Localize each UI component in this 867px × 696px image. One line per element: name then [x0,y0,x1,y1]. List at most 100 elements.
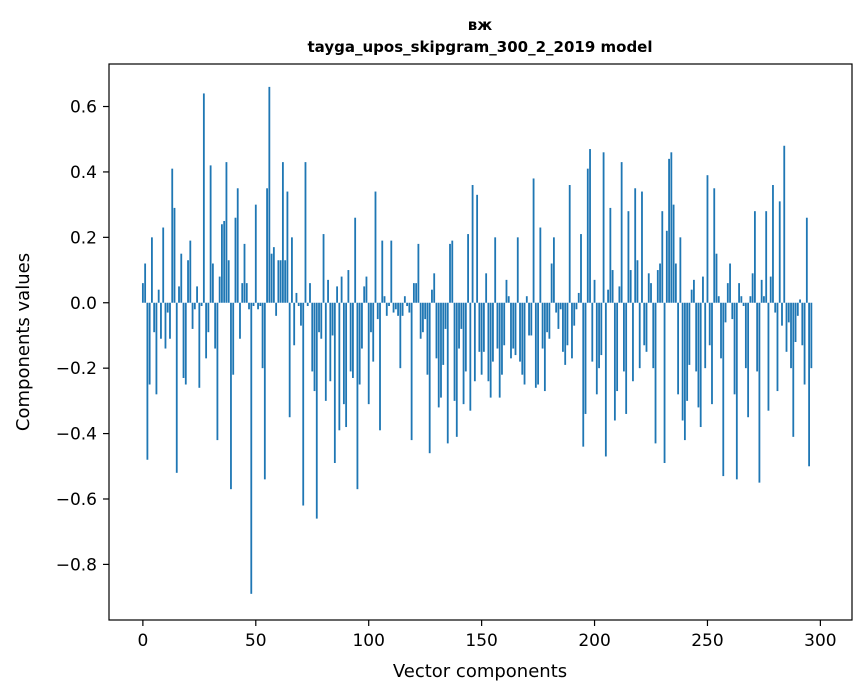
x-tick-label-300: 300 [804,631,836,651]
bar-component-86 [336,286,338,303]
bar-component-244 [693,279,695,303]
bar-component-152 [485,273,488,303]
bar-component-254 [715,253,718,303]
bar-component-292 [801,302,804,346]
bar-component-181 [550,263,553,303]
bar-component-21 [189,240,192,303]
bar-component-200 [593,279,596,303]
bar-component-118 [408,302,411,313]
y-tick-label-6: 0.4 [70,163,97,183]
bar-component-251 [708,302,711,346]
bar-component-274 [760,279,763,303]
bar-component-147 [473,302,476,382]
bar-component-64 [286,191,289,303]
bar-component-238 [679,237,682,303]
bar-component-232 [665,230,668,303]
bar-component-15 [175,302,178,473]
bar-component-188 [566,302,569,346]
bar-component-55 [266,188,268,303]
bar-component-197 [586,168,589,303]
bar-component-170 [525,296,528,303]
bar-component-247 [699,302,702,428]
bars-group [141,86,813,594]
bar-component-264 [738,283,740,303]
bar-component-239 [681,302,684,421]
bar-component-19 [184,302,187,385]
bar-component-59 [275,302,278,316]
bar-component-231 [663,302,666,464]
bar-component-186 [562,302,564,352]
bar-component-262 [733,302,736,395]
bar-component-257 [722,302,725,477]
bar-component-210 [616,302,619,392]
bar-component-56 [268,86,271,303]
bar-component-69 [297,302,300,307]
bar-component-159 [501,302,503,375]
bar-component-102 [372,302,375,362]
bar-component-1 [144,263,147,303]
bar-component-288 [792,302,795,437]
bar-component-248 [702,276,704,303]
bar-component-128 [431,289,433,303]
bar-component-108 [385,302,388,316]
bar-component-161 [505,279,508,303]
bar-component-177 [541,302,544,349]
bar-component-172 [530,302,533,336]
bar-component-209 [613,302,616,421]
bar-component-61 [279,260,282,303]
bar-component-12 [169,302,171,339]
bar-component-7 [157,289,160,303]
bar-component-114 [399,302,402,369]
bar-component-245 [695,302,698,372]
bar-component-149 [478,302,481,352]
bar-component-11 [166,302,169,313]
bar-component-70 [300,302,302,326]
bar-component-225 [650,283,652,303]
bar-component-25 [198,302,201,388]
bar-component-31 [211,263,214,303]
bar-component-130 [435,302,438,359]
bar-component-103 [374,191,377,303]
y-tick-label-7: 0.6 [70,98,97,118]
bar-component-84 [331,302,334,336]
bar-component-163 [510,302,512,359]
bar-component-39 [230,302,232,490]
bar-component-258 [724,302,727,323]
bar-component-93 [352,302,354,378]
bar-component-53 [261,302,264,369]
bar-component-218 [634,188,637,303]
y-axis-ticks: −0.8 −0.6 −0.4 −0.2 0.0 0.2 0.4 0.6 [56,98,109,575]
x-tick-label-50: 50 [245,631,267,651]
bar-component-142 [462,302,465,405]
bar-component-110 [390,240,393,303]
bar-component-185 [559,302,562,310]
bar-component-229 [659,263,661,303]
bar-component-213 [623,302,625,372]
bar-component-85 [333,302,336,464]
bar-component-83 [329,302,332,382]
bar-component-124 [422,302,424,333]
bar-component-121 [415,283,418,303]
bar-component-275 [763,296,765,303]
bar-component-116 [403,296,406,303]
y-axis-label: Components values [13,253,34,431]
bar-component-191 [573,302,576,326]
x-tick-label-250: 250 [691,631,723,651]
bar-component-222 [643,302,646,346]
x-axis-ticks: 0 50 100 150 200 250 300 [137,620,837,651]
chart-title: вж [468,16,492,34]
bar-component-250 [706,175,709,303]
bar-component-107 [383,296,386,303]
bar-component-95 [356,302,359,490]
bar-component-206 [607,289,609,303]
bar-component-54 [263,302,266,480]
bar-component-252 [711,302,713,405]
bar-component-196 [584,302,587,414]
bar-component-127 [428,302,431,454]
bar-component-183 [555,302,558,313]
bar-component-295 [808,302,810,467]
bar-component-285 [785,302,788,352]
bar-component-33 [216,302,219,441]
bar-component-113 [397,302,399,316]
bar-component-91 [347,270,350,303]
